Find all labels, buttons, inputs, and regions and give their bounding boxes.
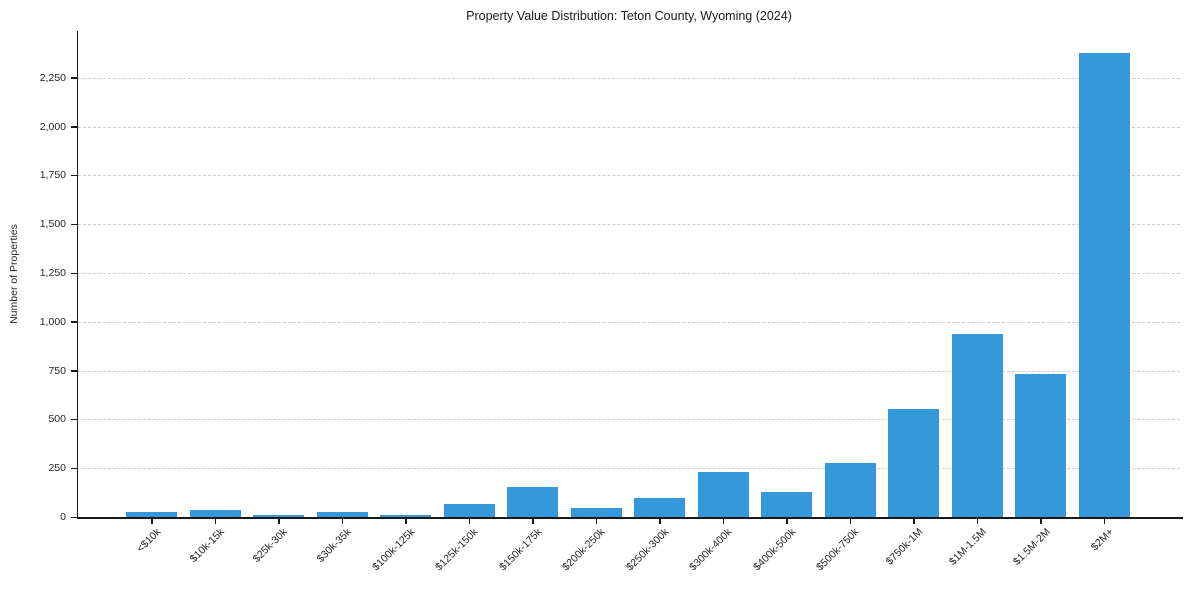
bar-12 [888,408,940,517]
x-tick-label: $125k-150k [433,526,481,574]
y-tick-mark [71,174,77,177]
gridline-y-750 [78,370,1180,372]
y-tick-label: 2,250 [39,71,66,84]
y-tick-mark [71,272,77,275]
x-axis-spine [76,517,1183,519]
x-tick-mark [405,518,407,524]
x-tick-label: $250k-300k [623,526,672,574]
gridline-y-1250 [78,273,1180,275]
x-tick-label: $150k-175k [496,526,545,574]
x-tick-mark [1103,518,1106,524]
gridline-y-2000 [78,126,1180,128]
y-tick-label: 750 [48,364,66,377]
y-axis-spine [76,31,78,518]
x-tick-label: $200k-250k [560,526,608,574]
bar-13 [951,333,1003,517]
bar-2 [253,514,305,517]
y-tick-mark [71,223,77,226]
x-tick-mark [214,518,217,524]
y-tick-label: 500 [48,413,66,426]
x-tick-label: $500k-750k [814,526,862,574]
x-tick-mark [722,518,725,524]
gridline-y-1000 [78,321,1180,323]
bar-11 [824,462,876,517]
x-tick-mark [659,518,661,524]
y-tick-mark [71,126,77,128]
bar-4 [380,514,432,517]
x-tick-mark [595,518,598,524]
x-tick-label: $1.5M-2M [1010,526,1053,568]
gridline-y-500 [78,419,1180,421]
y-tick-mark [71,77,77,79]
x-tick-label: <$10k [134,526,163,555]
bar-1 [189,509,241,517]
y-tick-label: 250 [48,462,66,475]
y-tick-label: 1,750 [39,169,66,182]
x-tick-mark [786,518,788,524]
gridline-y-2250 [78,77,1180,79]
x-tick-label: $1M-1.5M [946,526,989,568]
bar-3 [316,511,368,517]
x-tick-mark [849,518,852,524]
y-tick-label: 2,000 [39,120,66,133]
x-tick-mark [976,518,979,524]
gridline-y-1750 [78,175,1180,177]
x-tick-mark [278,518,280,524]
gridline-y-1500 [78,224,1180,226]
x-tick-label: $25k-30k [250,526,291,566]
x-tick-mark [341,518,344,524]
bar-14 [1015,373,1067,517]
x-tick-label: $750k-1M [883,526,926,568]
x-tick-mark [468,518,471,524]
y-tick-label: 1,000 [39,315,66,328]
x-tick-label: $100k-125k [369,526,418,574]
chart-title: Property Value Distribution: Teton Count… [466,9,792,23]
y-tick-mark [71,370,77,372]
x-tick-label: $10k-15k [187,526,227,566]
y-tick-label: 1,500 [39,218,66,231]
y-tick-mark [71,418,77,421]
x-tick-mark [1040,518,1042,524]
x-tick-mark [913,518,915,524]
x-tick-label: $400k-500k [750,526,799,574]
bar-10 [761,492,813,517]
y-tick-mark [71,516,77,518]
y-tick-mark [71,321,77,323]
y-tick-mark [71,467,77,470]
bar-5 [443,504,495,517]
x-tick-label: $300k-400k [687,526,735,574]
bar-6 [507,486,559,517]
bar-0 [126,512,177,517]
bar-15 [1078,53,1130,517]
x-tick-label: $2M+ [1088,526,1116,554]
bar-9 [697,472,749,517]
bar-8 [634,498,686,517]
y-tick-label: 0 [60,511,66,523]
x-tick-mark [151,518,153,524]
bar-7 [570,508,622,517]
x-tick-label: $30k-35k [314,526,354,566]
gridline-y-250 [78,468,1180,470]
x-tick-mark [532,518,534,524]
y-tick-label: 1,250 [39,267,66,280]
